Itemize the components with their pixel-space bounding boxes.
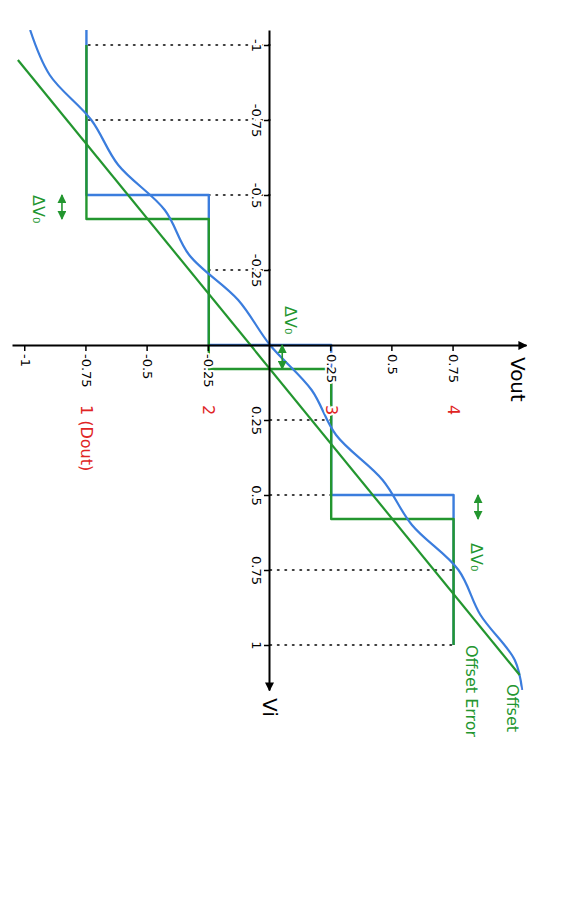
transfer-line [30, 30, 522, 690]
tick-mark [264, 45, 270, 47]
tick: 0.25 [249, 406, 270, 435]
tick: 0.75 [249, 556, 270, 585]
tick-mark [452, 345, 454, 351]
annotation: Offset [503, 684, 522, 732]
tick-label: -0.75 [249, 104, 264, 138]
code-label: 3 [322, 405, 341, 415]
offset-arrow [281, 345, 283, 369]
tick-label: -1 [249, 39, 264, 52]
axis-line [269, 31, 271, 691]
tick: 0.25 [324, 345, 339, 383]
tick: -0.75 [79, 345, 94, 388]
code-label: 4 [444, 405, 463, 415]
annotation: ΔV₀ [281, 306, 300, 334]
tick: -0.75 [249, 104, 270, 138]
tick: -1 [18, 345, 33, 367]
tick-label: 0.75 [249, 556, 264, 585]
tick: 0.5 [249, 485, 270, 506]
annotation: ΔV₀ [467, 543, 486, 571]
tick-label: 1 [249, 641, 264, 649]
tick: -0.25 [201, 345, 216, 388]
code-label: 1 (Dout) [77, 405, 96, 471]
tick-label: 0.25 [249, 406, 264, 435]
annotation: Offset Error [462, 645, 481, 738]
tick-mark [264, 195, 270, 197]
axis-title: Vi [258, 698, 282, 717]
tick-label: -0.25 [201, 354, 216, 388]
plot: -1-0.75-0.5-0.250.250.50.751-1-0.75-0.5-… [13, 30, 531, 738]
tick: -0.25 [249, 254, 270, 288]
tick-mark [24, 345, 26, 351]
y-axis: -1 -0.75 -0.5 -0.25 0.25 0.5 0.75 [13, 345, 527, 388]
code-label: 2 [199, 405, 218, 415]
tick: -0.5 [249, 183, 270, 208]
grid-line [270, 419, 331, 421]
chart: -1-0.75-0.5-0.250.250.50.751-1-0.75-0.5-… [0, 0, 580, 920]
offset-arrow [477, 495, 479, 519]
offset-arrow [61, 195, 63, 219]
grid-line [86, 44, 270, 46]
plot-area [18, 30, 522, 690]
tick-mark [264, 645, 270, 647]
tick: -0.5 [140, 345, 155, 379]
grid-line [86, 119, 270, 121]
tick-mark [330, 345, 332, 351]
tick-label: -1 [18, 354, 33, 367]
grid-line [270, 569, 454, 571]
tick-mark [391, 345, 393, 351]
tick-mark [264, 270, 270, 272]
grid-line [270, 644, 454, 646]
tick-label: -0.25 [249, 254, 264, 288]
tick-mark [264, 120, 270, 122]
tick-mark [264, 495, 270, 497]
tick-label: 0.5 [385, 354, 400, 375]
tick: 0.75 [446, 345, 461, 383]
tick-label: 0.25 [324, 354, 339, 383]
axis-title: Vout [506, 357, 530, 402]
tick-mark [146, 345, 148, 351]
tick-label: 0.5 [249, 485, 264, 506]
tick-label: -0.5 [249, 183, 264, 208]
annotation: ΔV₀ [29, 195, 48, 223]
tick: 0.5 [385, 345, 400, 375]
tick-label: -0.5 [140, 354, 155, 379]
tick: -1 [249, 39, 270, 52]
tick-mark [264, 570, 270, 572]
tick: 1 [249, 641, 270, 649]
labels: Vi Vout 1 (Dout) 2 3 4 ΔV₀ ΔV₀ ΔV₀ Offset Offset E… [29, 195, 530, 738]
x-axis: -1 -0.75 -0.5 -0.25 0.25 0.5 0.75 1 [249, 31, 270, 691]
tick-label: 0.75 [446, 354, 461, 383]
tick-label: -0.75 [79, 354, 94, 388]
axis-line [13, 345, 527, 347]
tick-mark [208, 345, 210, 351]
tick-mark [264, 420, 270, 422]
tick-mark [85, 345, 87, 351]
